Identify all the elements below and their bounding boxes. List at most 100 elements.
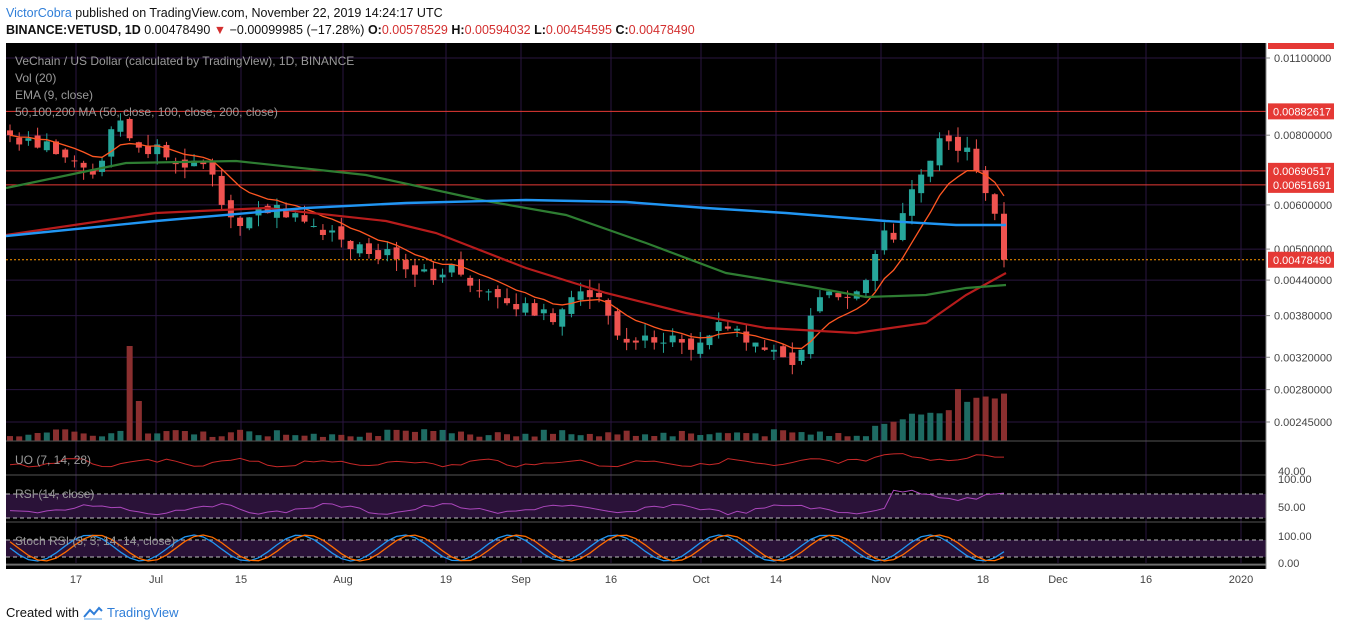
candle-body-1 [16, 137, 23, 145]
candle-body-6 [62, 149, 69, 158]
published-text: published on TradingView.com, November 2… [75, 6, 443, 20]
candle-body-62 [577, 291, 584, 300]
ema-9-line [9, 134, 1005, 350]
close-value: 0.00478490 [628, 23, 695, 37]
time-tick-label-2: 15 [235, 574, 247, 586]
candle-body-85 [789, 352, 796, 365]
rsi-axis-100: 100.00 [1278, 474, 1312, 486]
volume-bar-62 [577, 435, 584, 441]
last-price-badge-label: 0.00478490 [1273, 255, 1331, 267]
candle-body-20 [191, 160, 198, 167]
volume-bar-108 [1001, 393, 1007, 441]
candle-body-8 [80, 162, 87, 168]
candle-body-12 [117, 120, 124, 132]
candle-body-22 [209, 161, 216, 175]
candle-body-64 [596, 292, 603, 298]
volume-bar-49 [457, 431, 464, 441]
candle-body-66 [614, 311, 621, 336]
volume-bar-15 [145, 433, 152, 441]
candle-body-96 [890, 232, 897, 240]
candle-body-31 [292, 213, 299, 218]
candle-body-69 [642, 335, 649, 341]
candle-body-57 [531, 303, 538, 316]
volume-bar-82 [761, 436, 768, 441]
chart-legend: VeChain / US Dollar (calculated by Tradi… [15, 54, 354, 119]
volume-bar-2 [25, 434, 32, 441]
volume-bar-24 [227, 432, 234, 441]
candle-body-25 [237, 217, 244, 227]
candle-body-26 [246, 217, 253, 229]
price-tick-label-6: 0.00320000 [1274, 352, 1332, 364]
time-tick-label-3: Aug [333, 574, 353, 586]
volume-bar-39 [365, 432, 372, 441]
symbol-label: BINANCE:VETUSD, 1D [6, 23, 141, 37]
volume-bar-42 [393, 429, 400, 441]
volume-bar-6 [62, 429, 69, 441]
candle-body-28 [264, 205, 271, 214]
candle-body-68 [632, 340, 639, 343]
volume-bar-98 [908, 413, 915, 441]
author-link[interactable]: VictorCobra [6, 6, 72, 20]
low-label: L: [534, 23, 546, 37]
volume-bar-25 [237, 429, 244, 441]
stoch-label: Stoch RSI (3, 3, 14, 14, close) [15, 534, 175, 548]
candle-body-3 [34, 135, 41, 148]
candle-body-34 [319, 229, 326, 235]
chart-area[interactable]: VeChain / US Dollar (calculated by Tradi… [5, 43, 1336, 594]
candle-body-75 [697, 342, 704, 354]
volume-bar-46 [430, 430, 437, 441]
volume-bar-28 [264, 436, 271, 441]
volume-bar-35 [329, 434, 336, 441]
ma-100-line [5, 159, 1007, 299]
volume-bar-40 [375, 436, 382, 441]
close-label: C: [615, 23, 629, 37]
volume-bar-87 [807, 434, 814, 441]
candle-body-35 [329, 230, 336, 233]
time-tick-label-0: 17 [70, 574, 82, 586]
volume-bar-73 [678, 430, 685, 441]
candle-body-46 [430, 268, 437, 281]
volume-bar-92 [853, 435, 860, 441]
tradingview-brand[interactable]: TradingView [106, 605, 179, 620]
high-value: 0.00594032 [464, 23, 531, 37]
candle-body-65 [605, 300, 612, 316]
level-badge-label-0: 0.00882617 [1273, 106, 1331, 118]
volume-bar-22 [209, 436, 216, 441]
volume-bar-31 [292, 435, 299, 441]
horizontal-levels [6, 110, 1266, 261]
time-tick-label-11: Dec [1048, 574, 1068, 586]
volume-bar-51 [476, 436, 483, 441]
price-chart-svg[interactable]: VeChain / US Dollar (calculated by Tradi… [5, 43, 1336, 589]
volume-bar-70 [651, 436, 658, 441]
candle-body-84 [780, 346, 787, 358]
candle-body-60 [559, 309, 566, 327]
candle-body-100 [927, 160, 934, 177]
volume-bar-0 [7, 436, 13, 441]
volume-bar-23 [218, 436, 225, 441]
candle-body-105 [973, 148, 980, 172]
legend-title: VeChain / US Dollar (calculated by Tradi… [15, 54, 354, 68]
volume-bar-68 [632, 435, 639, 441]
volume-bar-16 [154, 433, 161, 441]
volume-bar-38 [356, 436, 363, 441]
volume-bar-32 [301, 435, 308, 441]
volume-bar-90 [835, 433, 842, 441]
volume-bar-14 [135, 401, 142, 441]
volume-bar-84 [780, 430, 787, 441]
volume-bar-76 [706, 434, 713, 441]
quote-line: BINANCE:VETUSD, 1D 0.00478490 ▼ −0.00099… [6, 22, 695, 39]
created-with-text: Created with [6, 605, 79, 620]
candle-body-107 [991, 194, 998, 214]
candle-body-76 [706, 335, 713, 346]
volume-bar-63 [586, 433, 593, 441]
last-price: 0.00478490 [144, 23, 211, 37]
uo-axis-label: 40.00 [1278, 466, 1306, 478]
volume-bar-53 [494, 432, 501, 441]
volume-bar-71 [660, 432, 667, 441]
volume-bar-10 [99, 436, 106, 441]
level-badge-2 [1268, 176, 1334, 193]
price-tick-label-7: 0.00280000 [1274, 385, 1332, 397]
tradingview-logo-icon [83, 606, 103, 620]
candle-body-54 [504, 298, 510, 304]
volume-bar-37 [347, 436, 354, 441]
